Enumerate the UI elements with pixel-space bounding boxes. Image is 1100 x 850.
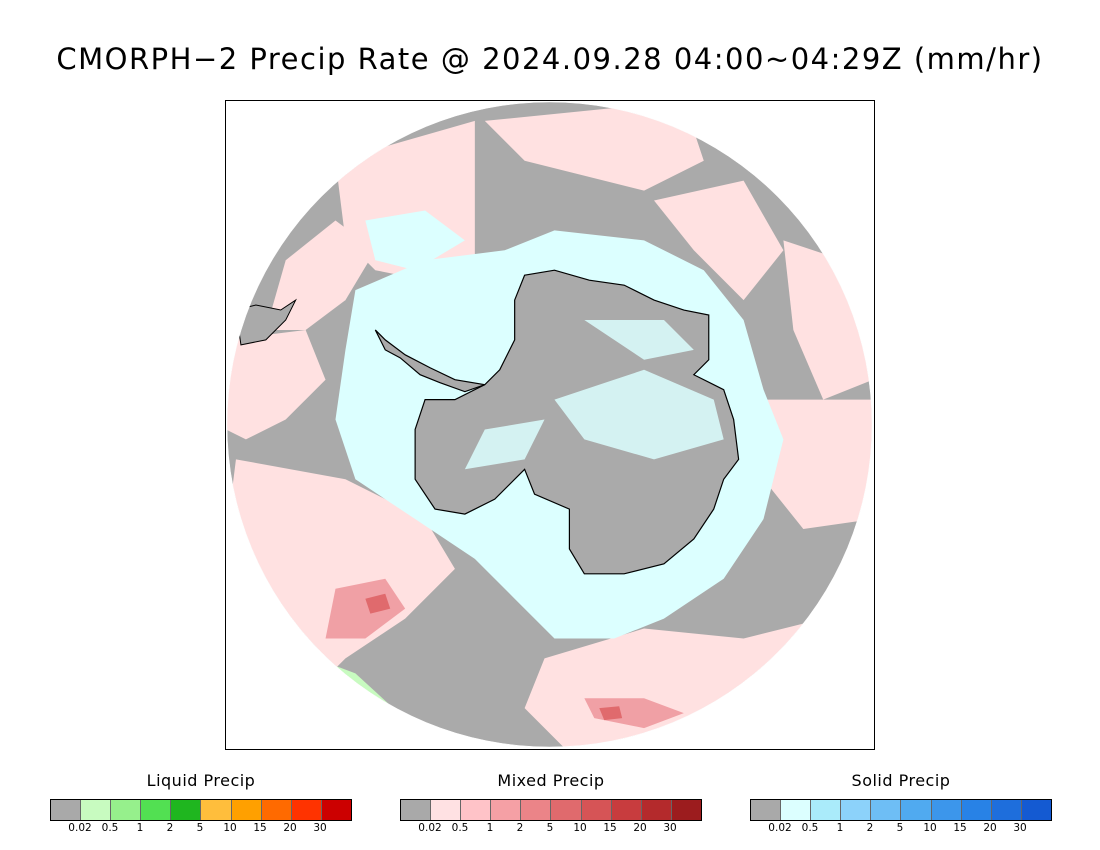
color-swatch (141, 800, 172, 820)
color-swatch (671, 800, 701, 820)
color-swatch (581, 800, 612, 820)
color-swatch (991, 800, 1022, 820)
color-swatch (231, 800, 262, 820)
legend-liquid-precip: Liquid Precip 0.02 0.5 1 2 5 10 15 20 30 (50, 770, 352, 836)
color-swatch (321, 800, 351, 820)
color-bar (750, 799, 1052, 821)
tick-label: 0.02 (68, 822, 92, 834)
tick-label: 30 (1013, 822, 1027, 834)
tick-label: 2 (866, 822, 874, 834)
antarctic-peninsula (374, 329, 485, 393)
tick-label: 0.5 (801, 822, 819, 834)
color-swatch (431, 800, 462, 820)
page-title: CMORPH−2 Precip Rate @ 2024.09.28 04:00~… (56, 42, 1044, 76)
tick-label: 10 (923, 822, 937, 834)
tick-labels: 0.02 0.5 1 2 5 10 15 20 30 (50, 822, 352, 836)
color-bar (50, 799, 352, 821)
disk-edge (226, 101, 873, 748)
legend-title: Liquid Precip (146, 771, 256, 790)
tick-label: 10 (223, 822, 237, 834)
color-swatch (491, 800, 522, 820)
tick-label: 15 (603, 822, 617, 834)
tick-label: 2 (166, 822, 174, 834)
legend-title: Solid Precip (851, 771, 951, 790)
color-swatch (641, 800, 672, 820)
precip-map (226, 101, 873, 748)
color-swatch (461, 800, 492, 820)
tick-labels: 0.02 0.5 1 2 5 10 15 20 30 (400, 822, 702, 836)
color-swatch (51, 800, 82, 820)
tick-labels: 0.02 0.5 1 2 5 10 15 20 30 (750, 822, 1052, 836)
color-swatch (1021, 800, 1051, 820)
continental-snow-streaks (464, 319, 724, 470)
tick-label: 20 (633, 822, 647, 834)
color-swatch (611, 800, 642, 820)
legend-solid-precip: Solid Precip 0.02 0.5 1 2 5 10 15 20 30 (750, 770, 1052, 836)
tick-label: 30 (663, 822, 677, 834)
color-swatch (961, 800, 992, 820)
color-swatch (751, 800, 782, 820)
south-america-tip (235, 298, 297, 346)
color-swatch (81, 800, 112, 820)
legend-title: Mixed Precip (497, 771, 605, 790)
tick-label: 2 (516, 822, 524, 834)
color-swatch (521, 800, 552, 820)
color-swatch (931, 800, 962, 820)
color-swatch (551, 800, 582, 820)
color-swatch (871, 800, 902, 820)
color-swatch (781, 800, 812, 820)
tick-label: 0.5 (101, 822, 119, 834)
color-swatch (811, 800, 842, 820)
mixed-precip-moderate-regions (325, 578, 684, 729)
legend-mixed-precip: Mixed Precip 0.02 0.5 1 2 5 10 15 20 30 (400, 770, 702, 836)
tick-label: 30 (313, 822, 327, 834)
color-swatch (201, 800, 232, 820)
map-frame (225, 100, 875, 750)
mixed-precip-heavy-regions (365, 593, 623, 721)
color-swatch (841, 800, 872, 820)
tick-label: 0.02 (768, 822, 792, 834)
tick-label: 1 (486, 822, 494, 834)
tick-label: 20 (983, 822, 997, 834)
tick-label: 0.5 (451, 822, 469, 834)
color-swatch (261, 800, 292, 820)
color-swatch (171, 800, 202, 820)
tick-label: 20 (283, 822, 297, 834)
color-swatch (401, 800, 432, 820)
tick-label: 15 (253, 822, 267, 834)
tick-label: 0.02 (418, 822, 442, 834)
tick-label: 1 (136, 822, 144, 834)
tick-label: 1 (836, 822, 844, 834)
color-swatch (291, 800, 322, 820)
tick-label: 5 (196, 822, 204, 834)
color-swatch (901, 800, 932, 820)
tick-label: 15 (953, 822, 967, 834)
tick-label: 5 (546, 822, 554, 834)
tick-label: 5 (896, 822, 904, 834)
color-swatch (111, 800, 142, 820)
color-bar (400, 799, 702, 821)
tick-label: 10 (573, 822, 587, 834)
